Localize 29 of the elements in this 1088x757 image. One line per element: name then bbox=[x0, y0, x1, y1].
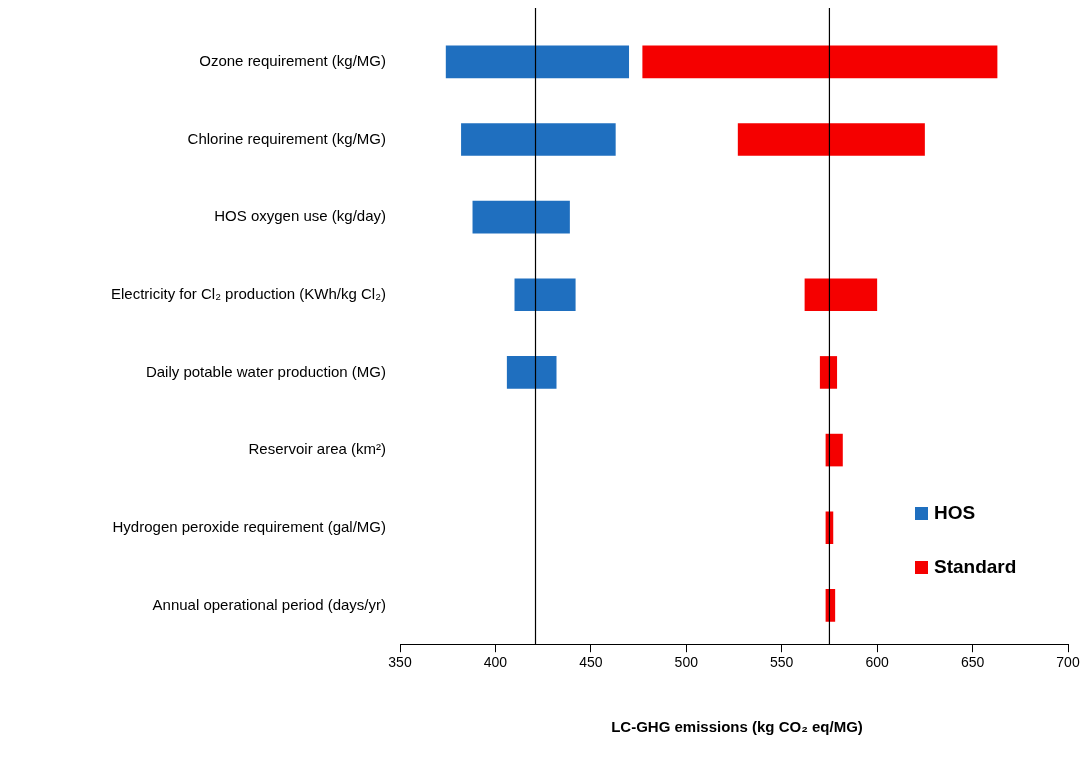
bar bbox=[642, 45, 998, 79]
bar bbox=[804, 278, 878, 312]
y-tick-label: Chlorine requirement (kg/MG) bbox=[187, 129, 386, 147]
legend-label: HOS bbox=[934, 502, 976, 524]
bar bbox=[514, 278, 576, 312]
y-tick-label: Annual operational period (days/yr) bbox=[152, 595, 386, 613]
bar bbox=[825, 433, 843, 467]
bar bbox=[472, 200, 570, 234]
x-tick-label: 600 bbox=[865, 654, 890, 671]
x-tick-label: 500 bbox=[674, 654, 699, 671]
x-tick-label: 700 bbox=[1056, 654, 1080, 671]
x-tick-label: 350 bbox=[388, 654, 412, 671]
bar bbox=[445, 45, 630, 79]
bar bbox=[506, 356, 557, 389]
y-tick-label: Ozone requirement (kg/MG) bbox=[199, 51, 386, 69]
x-tick-label: 650 bbox=[960, 654, 985, 671]
bar bbox=[737, 123, 925, 156]
x-tick-label: 400 bbox=[483, 654, 508, 671]
y-tick-label: Daily potable water production (MG) bbox=[145, 362, 386, 380]
y-tick-label: Hydrogen peroxide requirement (gal/MG) bbox=[112, 517, 386, 535]
x-axis-title: LC-GHG emissions (kg CO₂ eq/MG) bbox=[610, 718, 864, 735]
x-tick-label: 450 bbox=[579, 654, 603, 671]
y-tick-label: Reservoir area (km²) bbox=[248, 440, 386, 458]
y-tick-label: Electricity for Cl₂ production (KWh/kg Cl₂) bbox=[110, 284, 386, 302]
bar bbox=[461, 123, 616, 156]
bar bbox=[819, 356, 838, 389]
legend-label: Standard bbox=[934, 556, 1017, 578]
y-tick-label: HOS oxygen use (kg/day) bbox=[214, 207, 386, 225]
x-tick-label: 550 bbox=[770, 654, 794, 671]
